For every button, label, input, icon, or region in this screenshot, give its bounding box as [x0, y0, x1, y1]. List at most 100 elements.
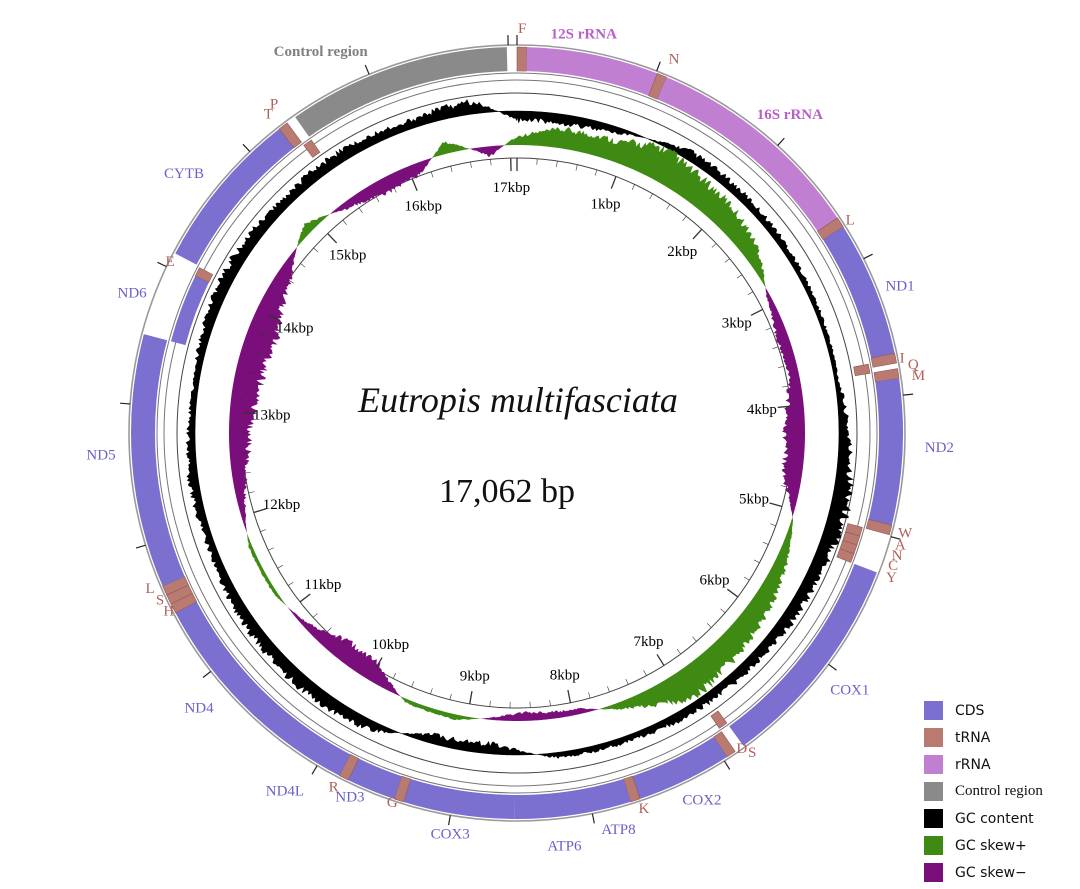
- feature-control-region: [295, 47, 508, 137]
- major-tick: [610, 176, 617, 189]
- minor-tick: [288, 581, 294, 586]
- outer-tick: [903, 393, 914, 396]
- outer-tick: [828, 663, 837, 671]
- gene-label: A: [895, 538, 906, 554]
- minor-tick: [754, 559, 760, 564]
- major-tick: [374, 657, 383, 670]
- legend-label: GC skew+: [955, 837, 1027, 854]
- minor-tick: [260, 333, 267, 337]
- gene-label: D: [736, 741, 747, 757]
- minor-tick: [649, 193, 653, 200]
- gene-label: Q: [908, 357, 919, 373]
- gene-label: ND5: [86, 448, 115, 464]
- gene-label: S: [748, 745, 756, 761]
- minor-tick: [744, 576, 750, 581]
- rrna-swatch: [924, 755, 943, 774]
- legend-item-gc-skew-minus: GC skew−: [924, 859, 1074, 886]
- legend-item-gc-skew-plus: GC skew+: [924, 832, 1074, 859]
- minor-tick: [253, 352, 260, 355]
- gene-label: P: [270, 96, 278, 112]
- minor-tick: [342, 219, 347, 225]
- major-tick: [411, 178, 418, 192]
- gene-label: W: [898, 526, 913, 542]
- gc-content-plot: [185, 99, 854, 759]
- legend-item-cds: CDS: [924, 697, 1074, 724]
- feature-nd3: [348, 758, 402, 799]
- feature-t: [278, 122, 302, 149]
- minor-tick: [783, 465, 790, 468]
- minor-tick: [770, 523, 776, 527]
- major-tick: [692, 228, 703, 240]
- minor-tick: [358, 652, 363, 658]
- minor-tick: [288, 279, 294, 284]
- gene-label: L: [846, 212, 855, 228]
- minor-tick: [430, 171, 434, 178]
- minor-tick: [392, 673, 397, 679]
- minor-tick: [556, 160, 558, 167]
- tick-label: 2kbp: [667, 244, 697, 260]
- gene-label: 12S rRNA: [551, 27, 617, 43]
- tick-label: 9kbp: [460, 668, 490, 684]
- gene-label: COX1: [830, 683, 869, 699]
- gene-label: ATP6: [547, 838, 582, 854]
- minor-tick: [711, 243, 717, 248]
- minor-tick: [575, 164, 578, 171]
- minor-tick: [277, 296, 284, 301]
- gene-label: H: [163, 603, 174, 619]
- gene-label: I: [900, 350, 905, 366]
- minor-tick: [411, 681, 415, 688]
- feature-atp8: [602, 778, 631, 808]
- outer-tick: [120, 402, 131, 405]
- gene-label: 16S rRNA: [757, 107, 823, 123]
- feature-nd6: [170, 275, 209, 346]
- tick-label: 8kbp: [550, 667, 580, 683]
- feature-l: [817, 217, 844, 241]
- major-tick: [327, 233, 338, 244]
- major-tick: [750, 308, 763, 316]
- tick-label: 13kbp: [253, 408, 291, 424]
- gene-label: K: [638, 801, 649, 817]
- gc-skew-negative: [229, 145, 805, 721]
- minor-tick: [326, 627, 332, 633]
- feature-f: [516, 46, 528, 72]
- kbp-scale: 1kbp 2kbp 3kbp 4kbp 5kbp 6kbp 7kbp 8kbp 9kbp 10kb…: [120, 35, 914, 826]
- major-tick: [656, 654, 665, 666]
- minor-tick: [780, 485, 787, 488]
- tick-label: 4kbp: [747, 402, 777, 418]
- gene-label: G: [387, 795, 398, 811]
- minor-tick: [375, 196, 380, 203]
- major-tick: [777, 405, 791, 409]
- minor-tick: [643, 670, 647, 676]
- minor-tick: [594, 169, 598, 176]
- tick-label: 3kbp: [722, 315, 752, 331]
- outer-tick: [777, 137, 785, 146]
- outer-tick: [135, 544, 146, 549]
- minor-tick: [277, 565, 283, 569]
- gene-label: Control region: [274, 44, 369, 60]
- major-tick: [299, 593, 311, 603]
- ring-line: [176, 92, 858, 774]
- minor-tick: [489, 700, 491, 707]
- gene-label: E: [166, 254, 175, 270]
- feature-s: [710, 710, 728, 729]
- minor-tick: [313, 247, 319, 253]
- legend-label: CDS: [955, 702, 985, 719]
- minor-tick: [676, 648, 681, 655]
- control-region-swatch: [924, 782, 943, 801]
- gene-label: L: [146, 581, 155, 597]
- minor-tick: [268, 547, 274, 551]
- gene-label: N: [669, 52, 680, 68]
- feature-16s-rrna: [657, 77, 838, 232]
- outer-tick: [656, 61, 661, 72]
- gene-label: ND1: [885, 278, 914, 294]
- gene-label: C: [888, 558, 898, 574]
- gene-label: CYTB: [164, 166, 204, 182]
- feature-q: [853, 363, 871, 377]
- minor-tick: [588, 692, 591, 699]
- tick-label: 1kbp: [591, 196, 621, 212]
- legend-label: Control region: [955, 783, 1043, 799]
- legend-item-gc-content: GC content: [924, 805, 1074, 832]
- tick-label: 15kbp: [329, 248, 367, 264]
- gene-label: ND2: [925, 440, 954, 456]
